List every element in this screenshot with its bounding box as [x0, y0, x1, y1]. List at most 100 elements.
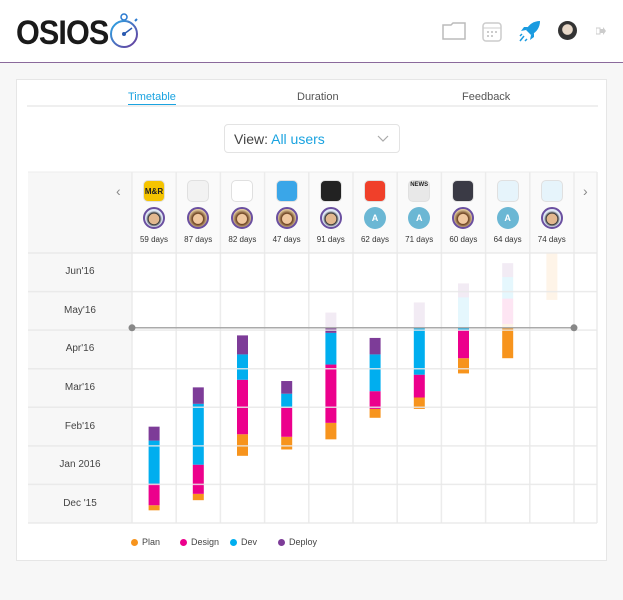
month-label: Apr'16	[65, 343, 95, 355]
bar-segment-plan	[192, 493, 204, 501]
chevron-down-icon	[377, 135, 389, 142]
bar-segment-deploy	[148, 426, 160, 441]
app-header: OSIOS	[0, 0, 623, 63]
legend-label: Design	[191, 537, 220, 547]
month-label: Feb'16	[64, 420, 96, 432]
tab-divider	[27, 105, 598, 107]
row-label-column	[28, 172, 132, 523]
owner-avatar	[452, 207, 475, 229]
user-avatar[interactable]	[558, 21, 577, 40]
logout-icon[interactable]	[596, 27, 606, 35]
legend-dot	[131, 539, 138, 546]
month-label: Mar'16	[64, 382, 96, 393]
owner-avatar	[231, 207, 254, 229]
prev-button[interactable]: ‹	[116, 183, 121, 199]
bar-segment-design	[192, 464, 204, 494]
bar-segment-dev	[192, 403, 204, 465]
duration-label: 82 days	[228, 235, 257, 244]
bar-segment-plan	[413, 397, 425, 409]
bar-segment-dev	[369, 354, 381, 392]
bar-segment-plan	[148, 505, 160, 511]
bar-segment-deploy-planned	[325, 312, 337, 328]
card-app-icon	[275, 180, 298, 202]
calendar-icon[interactable]	[482, 20, 502, 42]
watch-app-icon	[540, 180, 563, 202]
bar-segment-plan-planned	[502, 323, 514, 328]
initial-avatar: A	[496, 207, 519, 229]
news-app-icon: NEWS	[408, 180, 431, 202]
bar-segment-deploy	[281, 381, 293, 394]
project-column-header[interactable]: A 64 days	[486, 172, 530, 253]
duration-label: 71 days	[405, 235, 434, 244]
bar-segment-design	[458, 330, 469, 359]
legend-item-dev: Dev	[230, 537, 257, 547]
project-column-header[interactable]: A 62 days	[353, 172, 397, 253]
legend-label: Plan	[142, 537, 161, 547]
project-column-header[interactable]: M&R 59 days	[132, 172, 176, 253]
view-select-value: All users	[271, 131, 325, 147]
project-column-header[interactable]: 60 days	[441, 172, 485, 253]
legend-dot	[278, 539, 285, 546]
bar-segment-plan	[281, 436, 293, 450]
folder-icon[interactable]	[442, 22, 466, 40]
bar-segment-deploy	[369, 337, 381, 355]
equalizer-app-icon	[187, 180, 210, 202]
tablet-app-icon	[496, 180, 519, 202]
owner-avatar	[143, 207, 165, 229]
bar-segment-design	[369, 391, 381, 409]
next-button[interactable]: ›	[583, 183, 588, 199]
duration-label: 74 days	[537, 235, 566, 244]
owner-avatar	[187, 207, 210, 229]
bar-segment-dev	[458, 327, 469, 331]
bar-segment-plan	[502, 327, 514, 359]
today-line-handle-left	[128, 324, 136, 332]
rocket-icon[interactable]	[518, 19, 542, 43]
owner-avatar	[319, 207, 342, 229]
bar-segment-dev	[148, 440, 160, 484]
today-line-handle-right	[570, 324, 578, 332]
project-column-header[interactable]: 87 days	[176, 172, 220, 253]
stopwatch-icon	[110, 13, 138, 48]
bar-segment-plan	[458, 358, 469, 374]
initial-avatar: A	[408, 207, 431, 229]
bar-segment-design	[413, 374, 425, 398]
duration-label: 47 days	[272, 235, 301, 244]
bar-segment-plan	[237, 434, 248, 456]
duration-label: 59 days	[139, 235, 169, 244]
month-label: May'16	[64, 304, 96, 316]
legend-item-plan: Plan	[131, 537, 160, 547]
owner-avatar	[540, 207, 563, 229]
duration-label: 64 days	[493, 235, 522, 244]
bar-segment-deploy-planned	[502, 263, 514, 278]
bar-segment-deploy-planned	[458, 283, 469, 298]
portrait-app-icon	[319, 180, 342, 202]
project-column-header[interactable]: 82 days	[220, 172, 264, 253]
month-label: Jan 2016	[59, 459, 101, 471]
bar-segment-plan-planned	[546, 253, 558, 300]
project-column-header[interactable]: 74 days	[530, 172, 574, 253]
legend-dot	[180, 539, 187, 546]
dna-app-icon	[364, 180, 386, 202]
project-column-header[interactable]: NEWS A 71 days	[397, 172, 441, 253]
tab-duration[interactable]: Duration	[297, 91, 339, 103]
bar-segment-dev-planned	[502, 277, 514, 299]
bar-segment-design	[148, 483, 160, 506]
initial-avatar: A	[364, 207, 386, 229]
project-column-header[interactable]: 91 days	[309, 172, 353, 253]
legend-label: Deploy	[289, 537, 318, 547]
duration-label: 60 days	[449, 235, 478, 244]
project-column-header[interactable]: 47 days	[265, 172, 309, 253]
view-select[interactable]: View: All users	[224, 124, 400, 153]
duration-label: 91 days	[316, 235, 345, 244]
legend-item-deploy: Deploy	[278, 537, 317, 547]
logo: OSIOS	[16, 14, 109, 52]
swoosh-app-icon	[231, 180, 254, 202]
view-select-label: View:	[234, 131, 268, 147]
duration-label: 87 days	[184, 235, 213, 244]
month-label: Dec '15	[63, 497, 97, 509]
tab-feedback[interactable]: Feedback	[462, 91, 511, 103]
bar-segment-dev	[325, 332, 337, 365]
bar-segment-design	[325, 364, 337, 423]
bar-segment-dev	[413, 327, 425, 375]
